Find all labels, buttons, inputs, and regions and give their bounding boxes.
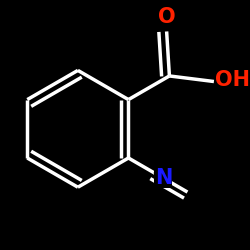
Text: OH: OH (215, 70, 250, 90)
Text: O: O (158, 7, 176, 27)
Text: N: N (155, 168, 172, 188)
